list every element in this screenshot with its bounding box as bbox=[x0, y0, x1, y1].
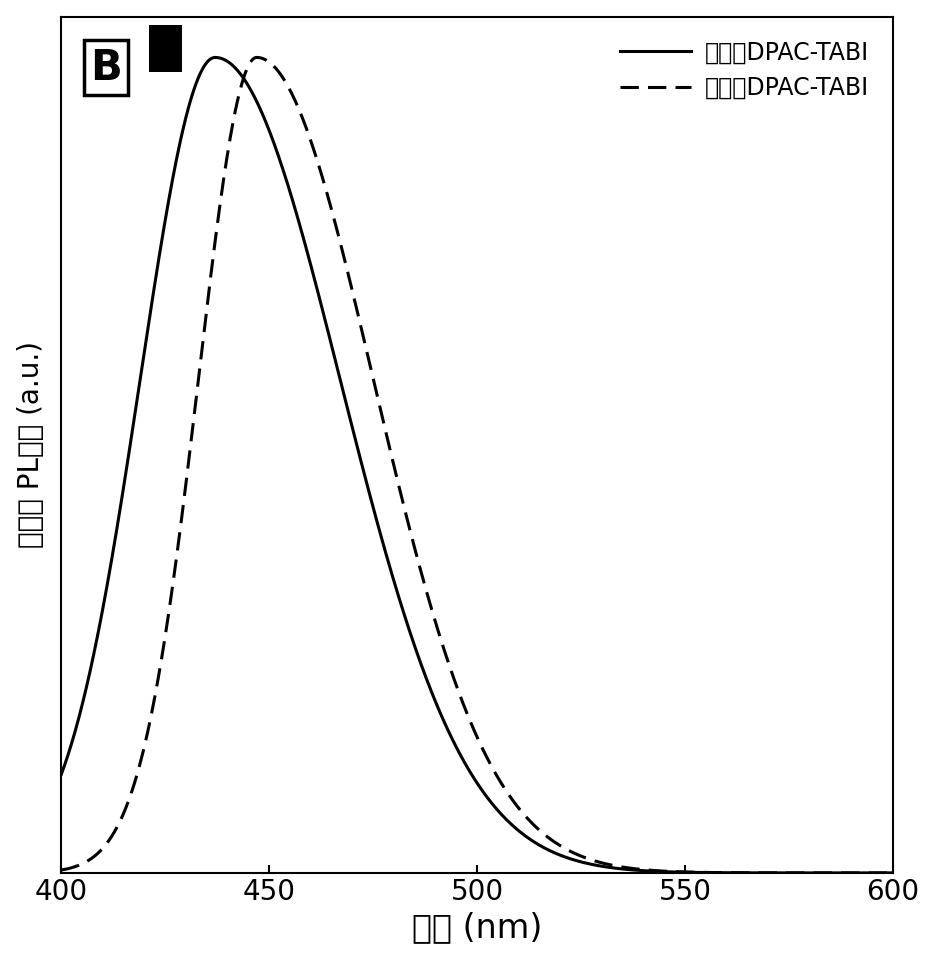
溶液态DPAC-TABI bbox=[504, 816, 515, 827]
Line: 薄膜态DPAC-TABI: 薄膜态DPAC-TABI bbox=[62, 58, 893, 873]
溶液态DPAC-TABI bbox=[210, 52, 221, 63]
薄膜态DPAC-TABI bbox=[251, 52, 262, 63]
薄膜态DPAC-TABI bbox=[887, 867, 899, 878]
Line: 溶液态DPAC-TABI: 溶液态DPAC-TABI bbox=[62, 58, 893, 873]
薄膜态DPAC-TABI bbox=[233, 90, 244, 102]
薄膜态DPAC-TABI bbox=[768, 867, 780, 878]
溶液态DPAC-TABI bbox=[516, 827, 527, 839]
溶液态DPAC-TABI bbox=[768, 867, 780, 878]
Text: B: B bbox=[91, 47, 123, 88]
X-axis label: 波长 (nm): 波长 (nm) bbox=[412, 911, 542, 945]
Legend: 溶液态DPAC-TABI, 薄膜态DPAC-TABI: 溶液态DPAC-TABI, 薄膜态DPAC-TABI bbox=[608, 29, 881, 111]
薄膜态DPAC-TABI bbox=[516, 806, 527, 818]
溶液态DPAC-TABI bbox=[792, 867, 803, 878]
Bar bbox=[149, 25, 182, 72]
溶液态DPAC-TABI bbox=[839, 867, 850, 878]
薄膜态DPAC-TABI bbox=[504, 789, 515, 801]
薄膜态DPAC-TABI bbox=[792, 867, 803, 878]
溶液态DPAC-TABI bbox=[233, 66, 244, 78]
薄膜态DPAC-TABI bbox=[56, 864, 67, 875]
Y-axis label: 归一化 PL强度 (a.u.): 归一化 PL强度 (a.u.) bbox=[17, 341, 45, 549]
溶液态DPAC-TABI bbox=[887, 867, 899, 878]
薄膜态DPAC-TABI bbox=[839, 867, 850, 878]
溶液态DPAC-TABI bbox=[56, 768, 67, 779]
